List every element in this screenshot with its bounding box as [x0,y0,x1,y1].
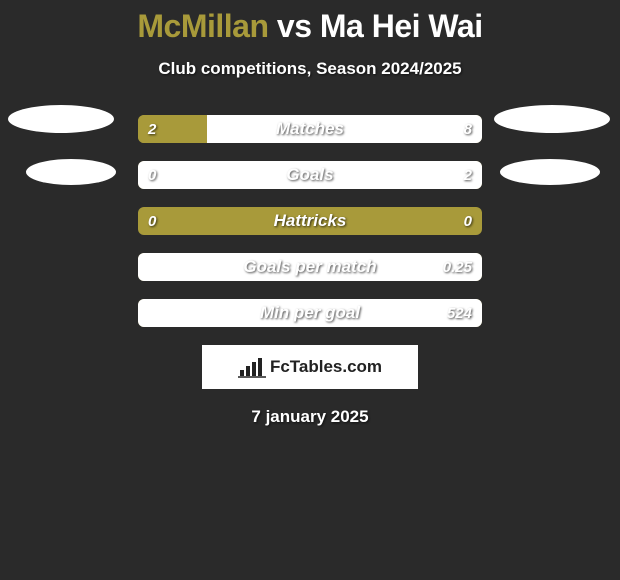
bar-value-right: 2 [464,161,472,189]
bars-column: 2Matches80Goals20Hattricks0Goals per mat… [138,115,482,327]
bar-label: Hattricks [138,207,482,235]
decorative-ellipse [494,105,610,133]
comparison-content: 2Matches80Goals20Hattricks0Goals per mat… [0,115,620,427]
stat-bar: 0Hattricks0 [138,207,482,235]
bar-value-right: 0.25 [443,253,472,281]
stat-bar: Min per goal524 [138,299,482,327]
title-left: McMillan [137,8,268,44]
footer-date: 7 january 2025 [0,407,620,427]
bar-value-right: 0 [464,207,472,235]
brand-text: FcTables.com [270,357,382,377]
decorative-ellipse [26,159,116,185]
decorative-ellipse [8,105,114,133]
stat-bar: 2Matches8 [138,115,482,143]
brand-box: FcTables.com [202,345,418,389]
stat-bar: Goals per match0.25 [138,253,482,281]
page-title: McMillan vs Ma Hei Wai [0,0,620,45]
bar-label: Matches [138,115,482,143]
title-vs: vs [269,8,320,44]
bar-value-right: 524 [447,299,472,327]
bar-chart-icon [238,356,266,378]
decorative-ellipse [500,159,600,185]
bar-label: Goals [138,161,482,189]
subtitle: Club competitions, Season 2024/2025 [0,59,620,79]
bar-label: Goals per match [138,253,482,281]
stat-bar: 0Goals2 [138,161,482,189]
bar-label: Min per goal [138,299,482,327]
bar-value-right: 8 [464,115,472,143]
title-right: Ma Hei Wai [320,8,483,44]
